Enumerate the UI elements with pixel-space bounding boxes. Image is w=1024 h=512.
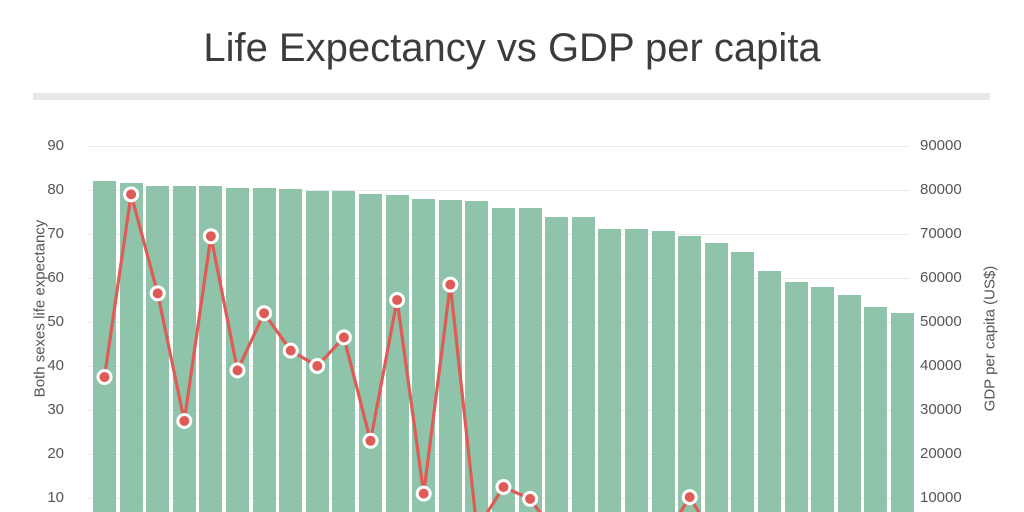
bar[interactable] (146, 185, 170, 512)
y-axis-left-tick: 60 (47, 269, 64, 286)
bar[interactable] (252, 188, 276, 512)
y-axis-right-tick: 40000 (920, 357, 962, 374)
bar[interactable] (758, 271, 781, 512)
bar[interactable] (412, 198, 436, 512)
bar[interactable] (545, 217, 569, 512)
bar[interactable] (518, 207, 542, 512)
bar[interactable] (891, 313, 914, 512)
bar[interactable] (571, 217, 595, 512)
bar[interactable] (305, 190, 329, 512)
bar[interactable] (199, 186, 223, 512)
bar[interactable] (864, 306, 888, 512)
bar[interactable] (332, 190, 356, 512)
bar[interactable] (651, 231, 675, 512)
bar[interactable] (598, 228, 622, 512)
bar[interactable] (385, 195, 409, 512)
bar[interactable] (359, 194, 382, 512)
y-axis-left-tick: 70 (47, 225, 64, 242)
y-axis-right-tick: 60000 (920, 269, 962, 286)
bar[interactable] (731, 252, 755, 512)
y-axis-right-tick: 30000 (920, 401, 962, 418)
bar[interactable] (119, 183, 143, 512)
bar[interactable] (704, 242, 728, 512)
y-axis-left-tick: 50 (47, 313, 64, 330)
y-axis-left-label: Both sexes life expectancy (31, 219, 49, 398)
y-axis-right-label: GDP per capita (US$) (981, 265, 999, 412)
y-axis-right-tick: 70000 (920, 225, 962, 242)
y-axis-left-tick: 90 (47, 137, 64, 154)
bar[interactable] (279, 189, 303, 512)
y-axis-left-tick: 10 (47, 489, 64, 506)
gridline (88, 146, 910, 147)
bar[interactable] (625, 228, 648, 512)
y-axis-right-tick: 20000 (920, 445, 962, 462)
bar[interactable] (438, 199, 462, 512)
y-axis-right-tick: 90000 (920, 137, 962, 154)
bar[interactable] (678, 236, 702, 512)
bar[interactable] (93, 181, 116, 512)
y-axis-left-tick: 80 (47, 181, 64, 198)
bar[interactable] (465, 200, 489, 512)
y-axis-left-tick: 20 (47, 445, 64, 462)
y-axis-right-tick: 80000 (920, 181, 962, 198)
gridline (88, 190, 910, 191)
y-axis-right-tick: 10000 (920, 489, 962, 506)
bar[interactable] (492, 207, 515, 512)
bar[interactable] (784, 282, 808, 512)
bar[interactable] (811, 286, 835, 512)
y-axis-left-tick: 30 (47, 401, 64, 418)
y-axis-left-tick: 40 (47, 357, 64, 374)
title-divider (33, 93, 990, 100)
bar[interactable] (226, 187, 249, 512)
bar[interactable] (172, 186, 196, 512)
page-title: Life Expectancy vs GDP per capita (203, 26, 821, 70)
y-axis-right-tick: 50000 (920, 313, 962, 330)
bar[interactable] (837, 294, 861, 512)
